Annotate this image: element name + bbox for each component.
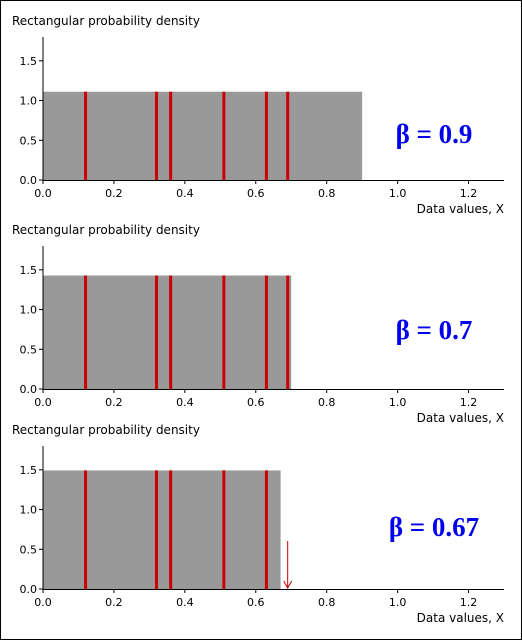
y-tick-label: 0.5 (20, 343, 38, 356)
density-rectangle (43, 470, 281, 589)
y-tick-label: 1.5 (20, 464, 38, 477)
x-axis-label: Data values, X (417, 202, 504, 216)
x-tick-label: 0.4 (176, 596, 194, 609)
chart-panel-3: Rectangular probability density 0.0 0.5 1.0… (12, 423, 504, 625)
x-axis-label: Data values, X (417, 611, 504, 625)
x-tick-label: 0.4 (176, 396, 194, 409)
x-tick-label: 0.8 (318, 187, 336, 200)
x-tick-label: 0.0 (34, 596, 52, 609)
x-tick-label: 1.2 (460, 396, 478, 409)
x-tick-label: 0.0 (34, 187, 52, 200)
chart-panel-1: Rectangular probability density 0.0 0.5 1.0… (12, 14, 504, 216)
y-tick-label: 0.0 (20, 583, 38, 596)
y-tick-label: 0.5 (20, 134, 38, 147)
x-tick-label: 0.6 (247, 187, 265, 200)
x-tick-label: 0.0 (34, 396, 52, 409)
x-tick-label: 0.2 (105, 596, 123, 609)
y-tick-label: 1.5 (20, 264, 38, 277)
x-tick-label: 1.0 (389, 396, 407, 409)
density-rectangle (43, 275, 292, 389)
x-tick-label: 0.4 (176, 187, 194, 200)
beta-annotation: β = 0.9 (396, 119, 473, 149)
x-tick-label: 0.2 (105, 396, 123, 409)
x-tick-label: 0.8 (318, 596, 336, 609)
y-axis-label: Rectangular probability density (12, 223, 200, 237)
y-tick-label: 1.0 (20, 504, 38, 517)
beta-annotation: β = 0.7 (396, 315, 473, 345)
x-tick-label: 0.2 (105, 187, 123, 200)
density-rectangle (43, 91, 363, 180)
y-tick-label: 1.0 (20, 95, 38, 108)
chart-panel-2: Rectangular probability density 0.0 0.5 1.0… (12, 223, 504, 425)
y-tick-label: 0.5 (20, 543, 38, 556)
x-tick-label: 0.8 (318, 396, 336, 409)
y-tick-label: 0.0 (20, 174, 38, 187)
y-tick-label: 0.0 (20, 383, 38, 396)
y-axis-label: Rectangular probability density (12, 423, 200, 437)
x-axis-label: Data values, X (417, 411, 504, 425)
x-tick-label: 0.6 (247, 396, 265, 409)
x-tick-label: 1.2 (460, 596, 478, 609)
x-tick-label: 1.2 (460, 187, 478, 200)
beta-annotation: β = 0.67 (389, 512, 479, 542)
x-tick-label: 1.0 (389, 596, 407, 609)
x-tick-label: 0.6 (247, 596, 265, 609)
y-axis-label: Rectangular probability density (12, 14, 200, 28)
x-tick-label: 1.0 (389, 187, 407, 200)
y-tick-label: 1.5 (20, 55, 38, 68)
arrow-head-icon (283, 580, 293, 590)
y-tick-label: 1.0 (20, 304, 38, 317)
